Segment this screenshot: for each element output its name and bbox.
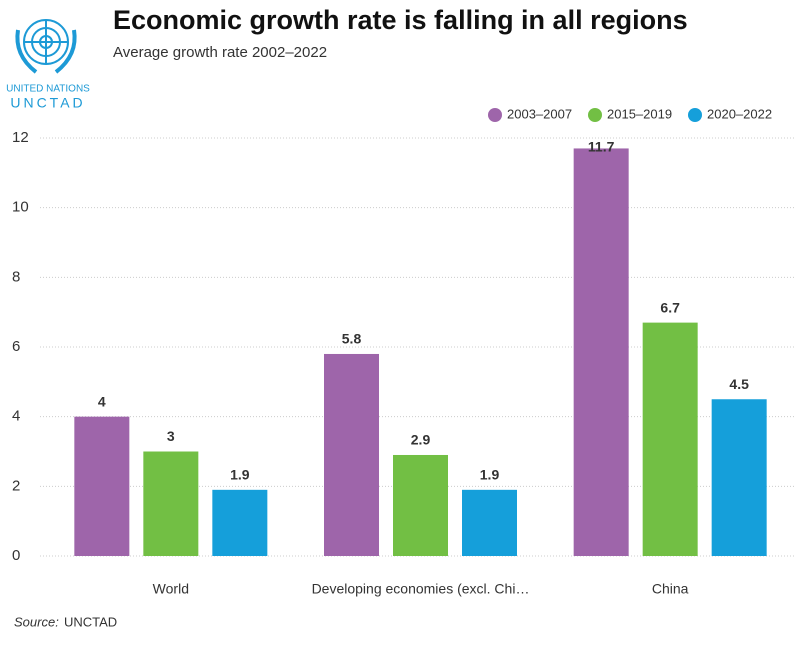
bar — [143, 451, 199, 556]
data-label: 5.8 — [342, 331, 362, 347]
y-tick-label: 10 — [12, 199, 29, 216]
bar — [711, 399, 767, 556]
x-tick-label: Developing economies (excl. Chi… — [312, 581, 530, 597]
legend-swatch — [588, 108, 602, 122]
legend-label: 2003–2007 — [507, 106, 572, 121]
un-emblem — [15, 19, 77, 74]
data-label: 4.5 — [729, 376, 749, 392]
x-tick-label: China — [652, 581, 689, 597]
x-tick-label: World — [153, 581, 189, 597]
chart-subtitle: Average growth rate 2002–2022 — [113, 44, 327, 61]
legend-swatch — [488, 108, 502, 122]
chart-title: Economic growth rate is falling in all r… — [113, 5, 688, 35]
bar — [212, 489, 268, 556]
bar — [642, 322, 698, 556]
data-label: 1.9 — [230, 467, 250, 483]
legend-label: 2020–2022 — [707, 106, 772, 121]
data-label: 11.7 — [588, 139, 615, 155]
data-label: 2.9 — [411, 432, 431, 448]
bar — [573, 148, 629, 556]
bar — [74, 416, 130, 556]
y-tick-label: 12 — [12, 129, 29, 146]
source: UNCTAD — [64, 614, 117, 629]
legend-label: 2015–2019 — [607, 106, 672, 121]
data-label: 1.9 — [480, 467, 500, 483]
data-label: 6.7 — [660, 299, 680, 315]
logo-line2: UNCTAD — [10, 95, 85, 111]
bar — [393, 454, 448, 556]
y-tick-label: 6 — [12, 338, 20, 355]
bar — [324, 353, 379, 556]
data-label: 3 — [167, 428, 175, 444]
y-tick-label: 2 — [12, 477, 20, 494]
legend-swatch — [688, 108, 702, 122]
y-tick-label: 0 — [12, 547, 20, 564]
y-tick-label: 4 — [12, 408, 20, 425]
bar — [462, 489, 517, 556]
logo-line1: UNITED NATIONS — [6, 84, 90, 95]
y-tick-label: 8 — [12, 268, 20, 285]
source-label: Source: — [14, 614, 59, 629]
data-label: 4 — [98, 393, 106, 409]
